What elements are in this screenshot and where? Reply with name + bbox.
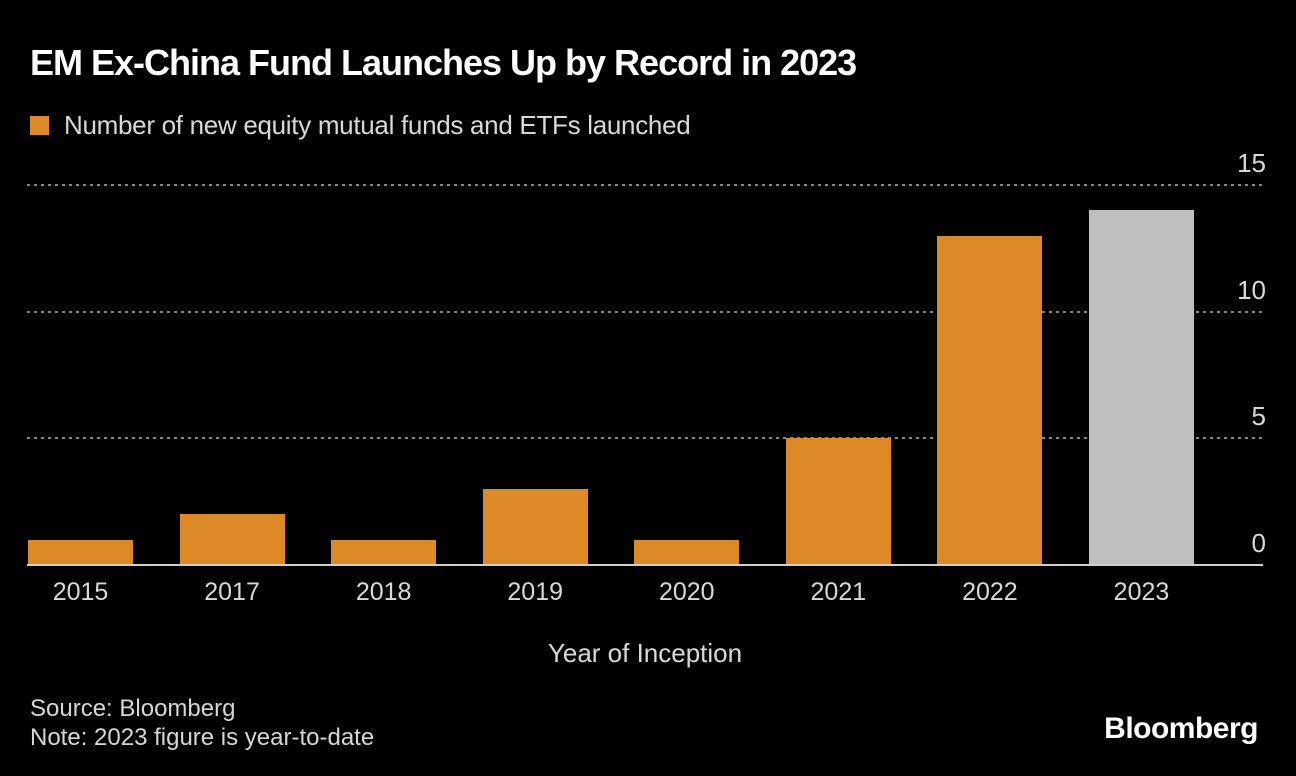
x-axis-title: Year of Inception bbox=[547, 638, 743, 668]
bar-2022 bbox=[937, 235, 1043, 565]
y-tick-label-15: 15 bbox=[1237, 148, 1266, 178]
y-tick-label-10: 10 bbox=[1237, 274, 1266, 305]
x-tick-label-2015: 2015 bbox=[52, 578, 109, 606]
x-tick-label-2021: 2021 bbox=[810, 578, 867, 606]
gridline-y-5 bbox=[27, 437, 1263, 440]
bar-2020 bbox=[634, 539, 740, 565]
chart-title: EM Ex-China Fund Launches Up by Record i… bbox=[30, 42, 857, 83]
gridline-y-10 bbox=[27, 310, 1263, 313]
gridline-y-15 bbox=[27, 184, 1263, 186]
bar-2023 bbox=[1088, 210, 1194, 565]
bloomberg-logo: Bloomberg bbox=[1104, 712, 1258, 745]
bar-2017 bbox=[179, 514, 285, 565]
note-line: Note: 2023 figure is year-to-date bbox=[30, 724, 375, 751]
source-line: Source: Bloomberg bbox=[30, 695, 236, 722]
x-tick-label-2019: 2019 bbox=[507, 578, 564, 606]
y-tick-label-0: 0 bbox=[1251, 528, 1266, 558]
y-tick-label-5: 5 bbox=[1251, 401, 1266, 432]
legend: Number of new equity mutual funds and ET… bbox=[30, 110, 691, 141]
legend-label: Number of new equity mutual funds and ET… bbox=[64, 110, 691, 140]
bar-2018 bbox=[331, 539, 437, 565]
x-tick-label-2022: 2022 bbox=[962, 578, 1018, 606]
x-axis-baseline bbox=[27, 564, 1263, 566]
bar-2021 bbox=[785, 438, 891, 565]
legend-swatch-icon bbox=[30, 116, 49, 135]
footer-notes: Source: Bloomberg Note: 2023 figure is y… bbox=[30, 694, 374, 752]
x-tick-label-2018: 2018 bbox=[355, 578, 412, 606]
x-tick-label-2017: 2017 bbox=[204, 578, 260, 606]
bar-2019 bbox=[482, 489, 588, 565]
x-tick-label-2023: 2023 bbox=[1113, 578, 1170, 606]
bar-2015 bbox=[28, 539, 133, 565]
x-tick-label-2020: 2020 bbox=[658, 578, 715, 606]
